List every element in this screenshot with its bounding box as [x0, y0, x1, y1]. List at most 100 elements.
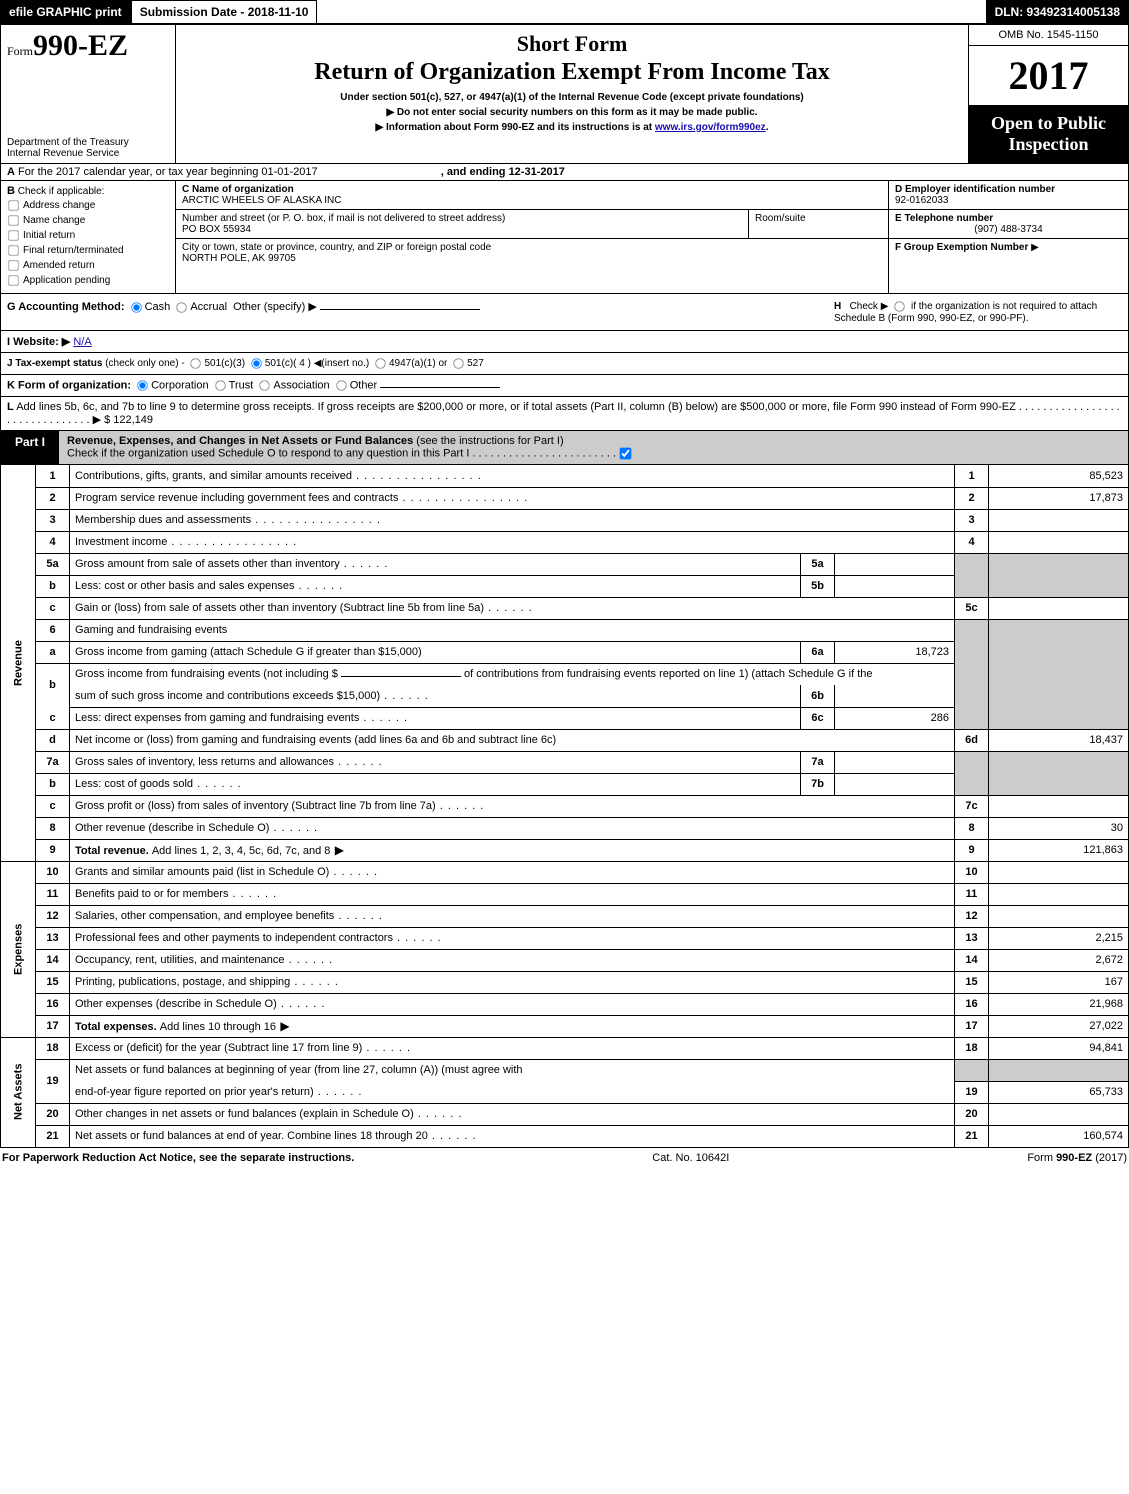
- sub3-post: .: [766, 122, 769, 133]
- l17-desc: Total expenses. Add lines 10 through 16: [70, 1015, 955, 1037]
- radio-527[interactable]: [453, 358, 463, 368]
- l11-num: 11: [36, 883, 70, 905]
- l3-num: 3: [36, 509, 70, 531]
- subtitle-2: ▶ Do not enter social security numbers o…: [186, 107, 958, 118]
- l7-amount-shaded: [989, 751, 1129, 795]
- l1-linenum: 1: [955, 465, 989, 487]
- check-address-change[interactable]: Address change: [7, 199, 169, 212]
- radio-association[interactable]: [260, 380, 270, 390]
- l20-amount: [989, 1103, 1129, 1125]
- c-city-cell: City or town, state or province, country…: [176, 239, 888, 267]
- l6b-desc2: sum of such gross income and contributio…: [70, 685, 801, 707]
- l6a-subval: 18,723: [835, 641, 955, 663]
- short-form-title: Short Form: [186, 31, 958, 57]
- l3-linenum: 3: [955, 509, 989, 531]
- efile-label: efile GRAPHIC print: [0, 0, 131, 24]
- radio-501c[interactable]: [251, 358, 261, 368]
- radio-trust[interactable]: [215, 380, 225, 390]
- radio-4947[interactable]: [375, 358, 385, 368]
- radio-h-check[interactable]: [894, 301, 904, 311]
- l8-linenum: 8: [955, 817, 989, 839]
- checkbox-name-change[interactable]: [8, 215, 18, 225]
- line-5c: c Gain or (loss) from sale of assets oth…: [1, 597, 1129, 619]
- part1-label: Part I: [1, 431, 59, 464]
- l9-desc: Total revenue. Add lines 1, 2, 3, 4, 5c,…: [70, 839, 955, 861]
- l9-amount: 121,863: [989, 839, 1129, 861]
- row-k: K Form of organization: Corporation Trus…: [0, 375, 1129, 397]
- radio-other-org[interactable]: [336, 380, 346, 390]
- l17-amount: 27,022: [989, 1015, 1129, 1037]
- radio-501c3[interactable]: [191, 358, 201, 368]
- checkbox-initial-return[interactable]: [8, 230, 18, 240]
- c-name-cell: C Name of organization ARCTIC WHEELS OF …: [176, 181, 888, 210]
- l19-amount: 65,733: [989, 1081, 1129, 1103]
- l6b-subval: [835, 685, 955, 707]
- checkbox-address-change[interactable]: [8, 200, 18, 210]
- h-check-text: Check ▶: [850, 301, 889, 312]
- k-o1: Corporation: [151, 379, 208, 391]
- l-label: L: [7, 401, 14, 413]
- l6-shaded: [955, 619, 989, 729]
- l7b-subnum: 7b: [801, 773, 835, 795]
- line-7c: c Gross profit or (loss) from sales of i…: [1, 795, 1129, 817]
- l7a-subval: [835, 751, 955, 773]
- c-addr-cell: Number and street (or P. O. box, if mail…: [176, 210, 748, 238]
- checkbox-application-pending[interactable]: [8, 275, 18, 285]
- website-link[interactable]: N/A: [73, 336, 91, 348]
- radio-accrual[interactable]: [177, 302, 187, 312]
- l11-desc: Benefits paid to or for members: [70, 883, 955, 905]
- l5b-num: b: [36, 575, 70, 597]
- l7b-subval: [835, 773, 955, 795]
- radio-corporation[interactable]: [137, 380, 147, 390]
- instructions-link[interactable]: www.irs.gov/form990ez: [655, 122, 766, 133]
- c-city-value: NORTH POLE, AK 99705: [182, 253, 882, 264]
- check-application-pending[interactable]: Application pending: [7, 274, 169, 287]
- l5a-desc: Gross amount from sale of assets other t…: [70, 553, 801, 575]
- l2-desc: Program service revenue including govern…: [70, 487, 955, 509]
- l10-amount: [989, 861, 1129, 883]
- radio-cash[interactable]: [131, 302, 141, 312]
- header-center: Short Form Return of Organization Exempt…: [176, 25, 968, 163]
- e-value: (907) 488-3734: [895, 224, 1122, 235]
- k-o2: Trust: [229, 379, 254, 391]
- l6c-desc: Less: direct expenses from gaming and fu…: [70, 707, 801, 729]
- row-i: I Website: ▶ N/A: [0, 331, 1129, 353]
- checkbox-schedule-o[interactable]: [620, 448, 632, 460]
- check-final-return[interactable]: Final return/terminated: [7, 244, 169, 257]
- l9-linenum: 9: [955, 839, 989, 861]
- l14-num: 14: [36, 949, 70, 971]
- check-name-change[interactable]: Name change: [7, 214, 169, 227]
- k-label: K Form of organization:: [7, 379, 131, 391]
- sub3-pre: ▶ Information about Form 990-EZ and its …: [376, 122, 655, 133]
- l12-desc: Salaries, other compensation, and employ…: [70, 905, 955, 927]
- l4-linenum: 4: [955, 531, 989, 553]
- side-revenue: Revenue: [1, 465, 36, 861]
- g-accrual: Accrual: [190, 301, 227, 313]
- checkbox-final-return[interactable]: [8, 245, 18, 255]
- check-amended-return[interactable]: Amended return: [7, 259, 169, 272]
- checkbox-amended-return[interactable]: [8, 260, 18, 270]
- line-6: 6 Gaming and fundraising events: [1, 619, 1129, 641]
- part1-hint: (see the instructions for Part I): [416, 435, 563, 447]
- l6b-num: b: [36, 663, 70, 707]
- l6d-amount: 18,437: [989, 729, 1129, 751]
- l21-desc: Net assets or fund balances at end of ye…: [70, 1125, 955, 1147]
- l7b-desc: Less: cost of goods sold: [70, 773, 801, 795]
- l6-num: 6: [36, 619, 70, 641]
- g-other: Other (specify) ▶: [233, 301, 317, 313]
- subtitle-1: Under section 501(c), 527, or 4947(a)(1)…: [186, 92, 958, 103]
- l5c-linenum: 5c: [955, 597, 989, 619]
- line-19b: end-of-year figure reported on prior yea…: [1, 1081, 1129, 1103]
- l7-shaded: [955, 751, 989, 795]
- side-expenses: Expenses: [1, 861, 36, 1037]
- l5a-subval: [835, 553, 955, 575]
- line-17: 17 Total expenses. Add lines 10 through …: [1, 1015, 1129, 1037]
- l21-num: 21: [36, 1125, 70, 1147]
- l19-linenum: 19: [955, 1081, 989, 1103]
- check-initial-return[interactable]: Initial return: [7, 229, 169, 242]
- l6-amount-shaded: [989, 619, 1129, 729]
- line-1: Revenue 1 Contributions, gifts, grants, …: [1, 465, 1129, 487]
- l2-num: 2: [36, 487, 70, 509]
- l20-desc: Other changes in net assets or fund bala…: [70, 1103, 955, 1125]
- line-9: 9 Total revenue. Add lines 1, 2, 3, 4, 5…: [1, 839, 1129, 861]
